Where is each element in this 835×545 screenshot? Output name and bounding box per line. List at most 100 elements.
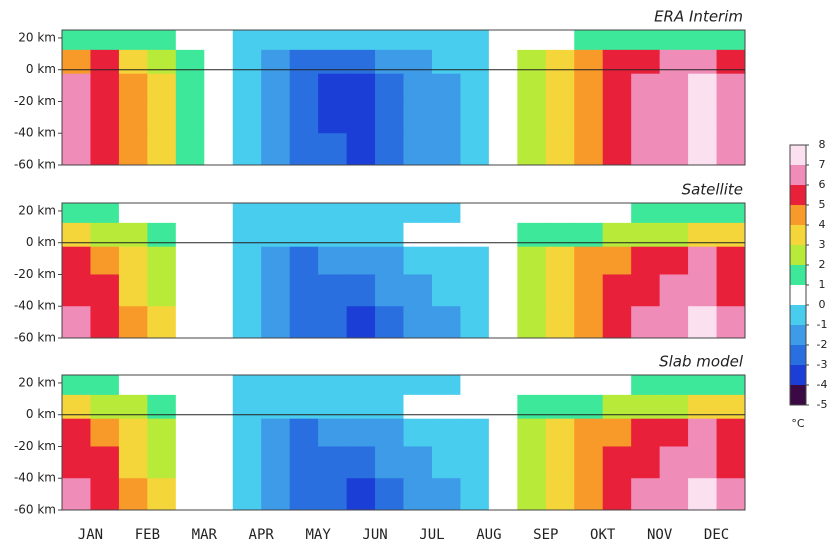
- cell: [90, 49, 120, 75]
- cell: [488, 49, 518, 75]
- y-tick-label: 20 km: [18, 375, 56, 389]
- cell: [460, 446, 490, 479]
- cell: [488, 394, 518, 420]
- cell: [318, 101, 348, 134]
- cell: [375, 101, 404, 134]
- cell: [602, 246, 632, 275]
- colorbar-swatch: [790, 245, 806, 265]
- cell: [90, 306, 120, 339]
- cell: [431, 446, 461, 479]
- cell: [688, 101, 718, 134]
- cell: [716, 478, 746, 511]
- cell: [403, 49, 433, 75]
- cell: [403, 30, 433, 51]
- cell: [716, 274, 746, 307]
- cell: [289, 375, 319, 396]
- cell: [688, 73, 718, 102]
- cell: [431, 418, 461, 447]
- cell: [289, 133, 319, 166]
- cell: [232, 274, 262, 307]
- plot-frame: [61, 374, 746, 511]
- cell: [403, 478, 433, 511]
- cell: [147, 133, 177, 166]
- cell: [545, 274, 575, 307]
- cell: [346, 73, 376, 102]
- cell: [289, 30, 319, 51]
- cell: [289, 203, 319, 224]
- cell: [147, 446, 177, 479]
- x-tick-label: OKT: [590, 527, 616, 543]
- y-tick-label: 0 km: [26, 407, 56, 421]
- cell: [574, 394, 604, 420]
- cell: [147, 394, 177, 420]
- cell: [147, 478, 177, 511]
- cell: [631, 49, 661, 75]
- cell: [289, 73, 319, 102]
- cell: [147, 101, 177, 134]
- cell: [118, 446, 148, 479]
- cell: [545, 101, 575, 134]
- cell: [488, 274, 518, 307]
- plot-frame: [61, 202, 746, 339]
- cell: [289, 49, 319, 75]
- x-tick-label: JUL: [419, 527, 444, 543]
- cell: [574, 133, 604, 166]
- cell: [688, 418, 718, 447]
- cell: [346, 446, 376, 479]
- colorbar-swatch: [790, 285, 806, 305]
- cell: [488, 222, 518, 248]
- cell: [602, 203, 632, 224]
- cell: [62, 394, 91, 420]
- cell: [175, 246, 205, 275]
- cell: [346, 49, 376, 75]
- y-tick-label: 0 km: [26, 62, 56, 76]
- cell: [602, 101, 632, 134]
- y-tick-label: 20 km: [18, 203, 56, 217]
- x-tick-label: NOV: [647, 527, 673, 543]
- cell: [90, 73, 120, 102]
- cell: [147, 375, 177, 396]
- cell: [631, 101, 661, 134]
- y-tick-label: -60 km: [14, 158, 56, 172]
- cell: [545, 73, 575, 102]
- cell: [62, 274, 91, 307]
- colorbar-label: -4: [817, 378, 828, 391]
- cell: [602, 49, 632, 75]
- cell: [545, 133, 575, 166]
- cell: [688, 30, 718, 51]
- cell: [716, 133, 746, 166]
- y-tick-label: -40 km: [14, 471, 56, 485]
- cell: [716, 203, 746, 224]
- x-tick-label: APR: [249, 527, 275, 543]
- cell: [716, 446, 746, 479]
- cell: [688, 446, 718, 479]
- cell: [261, 222, 291, 248]
- panel-title: Satellite: [682, 181, 743, 199]
- cell: [90, 246, 120, 275]
- cell: [261, 101, 291, 134]
- cell: [318, 375, 348, 396]
- cell: [602, 394, 632, 420]
- colorbar-label: 0: [819, 298, 826, 311]
- colorbar-label: 5: [819, 198, 826, 211]
- cell: [375, 246, 404, 275]
- cell: [346, 246, 376, 275]
- cell: [517, 375, 547, 396]
- colorbar-swatch: [790, 205, 806, 225]
- cell: [147, 246, 177, 275]
- cell: [232, 375, 262, 396]
- cell: [90, 101, 120, 134]
- cell: [118, 203, 148, 224]
- cell: [346, 478, 376, 511]
- cell: [289, 478, 319, 511]
- cell: [574, 478, 604, 511]
- cell: [118, 222, 148, 248]
- cell: [659, 73, 689, 102]
- cell: [716, 73, 746, 102]
- cell: [261, 49, 291, 75]
- colorbar-unit: °C: [791, 417, 805, 430]
- cell: [631, 246, 661, 275]
- cell: [431, 30, 461, 51]
- cell: [460, 222, 490, 248]
- y-tick-label: 20 km: [18, 30, 56, 44]
